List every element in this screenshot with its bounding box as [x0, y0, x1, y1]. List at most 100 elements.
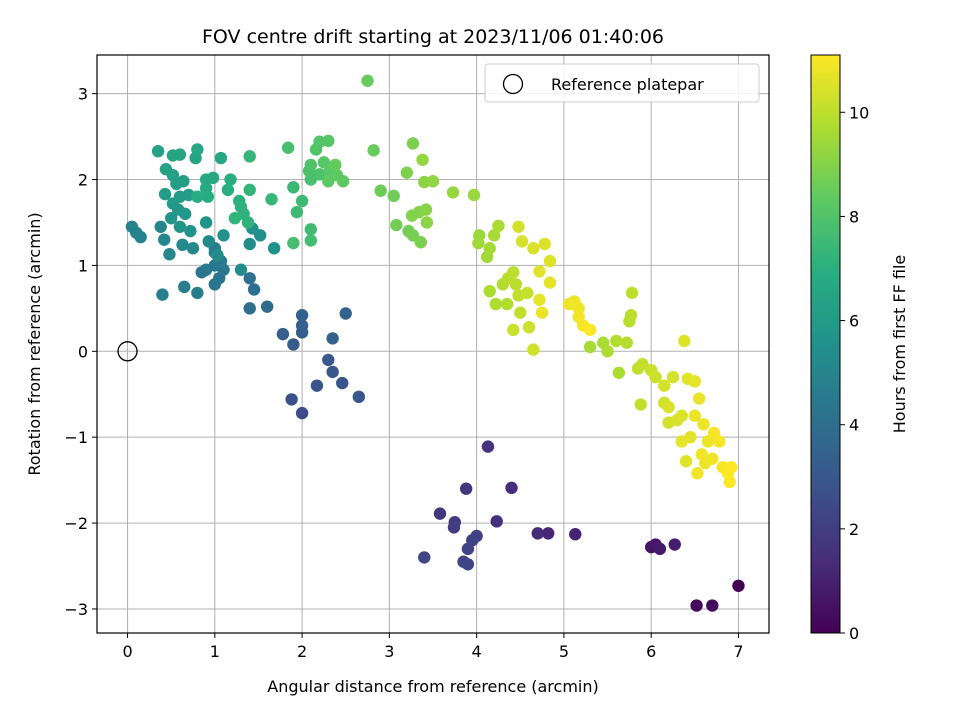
- data-point: [507, 266, 520, 279]
- data-point: [287, 236, 300, 250]
- data-point: [339, 307, 352, 320]
- data-point: [326, 365, 339, 379]
- data-point: [243, 272, 256, 285]
- data-point: [313, 168, 326, 181]
- data-point: [154, 220, 167, 233]
- colorbar-tick-label: 8: [849, 207, 859, 226]
- data-point: [507, 323, 520, 337]
- data-point: [419, 203, 433, 216]
- y-axis-label: Rotation from reference (arcmin): [25, 212, 44, 475]
- data-point: [322, 175, 335, 188]
- data-point: [732, 579, 745, 592]
- data-point: [433, 507, 447, 520]
- data-point: [287, 181, 300, 194]
- data-point: [610, 334, 623, 348]
- data-point: [426, 175, 440, 188]
- data-point: [158, 233, 171, 246]
- colorbar-gradient: [810, 54, 841, 634]
- data-point: [634, 398, 647, 411]
- data-point: [483, 242, 496, 255]
- data-point: [186, 242, 200, 255]
- data-point: [206, 171, 220, 185]
- data-point: [125, 220, 139, 233]
- data-point: [601, 345, 614, 358]
- x-axis-ticks: 0 1 2 3 4 5 6 7: [122, 633, 744, 661]
- data-point: [176, 238, 189, 252]
- data-point: [317, 156, 331, 169]
- data-point: [416, 153, 429, 166]
- data-point: [295, 194, 309, 208]
- data-point: [583, 323, 597, 337]
- x-tick-label: 0: [122, 642, 132, 661]
- x-tick-label: 5: [559, 642, 569, 661]
- data-point: [679, 455, 693, 468]
- data-point: [304, 223, 318, 236]
- data-point: [191, 143, 204, 156]
- data-point: [668, 538, 681, 551]
- legend-marker-open-circle: [502, 73, 524, 95]
- data-point: [228, 211, 242, 225]
- data-point: [538, 237, 551, 251]
- data-point: [211, 248, 224, 262]
- data-point: [224, 173, 237, 186]
- data-point: [156, 288, 169, 301]
- data-point: [420, 216, 434, 229]
- colorbar-tick-label: 10: [849, 103, 869, 122]
- data-point: [164, 211, 178, 225]
- data-point: [624, 309, 638, 322]
- data-point: [295, 319, 309, 332]
- data-point: [461, 542, 475, 556]
- data-point: [675, 409, 688, 422]
- colorbar-tick-label: 2: [849, 520, 859, 539]
- y-tick-label: 3: [78, 85, 88, 104]
- x-axis-label: Angular distance from reference (arcmin): [267, 677, 598, 696]
- data-point: [295, 406, 309, 420]
- data-point: [322, 134, 335, 148]
- data-point: [336, 376, 349, 390]
- data-point: [675, 435, 688, 448]
- data-point: [533, 293, 546, 306]
- y-tick-label: −1: [64, 428, 88, 447]
- data-point: [612, 366, 626, 379]
- data-point: [725, 461, 738, 474]
- data-point: [706, 599, 719, 612]
- data-point: [692, 392, 706, 405]
- data-point: [352, 390, 366, 404]
- x-tick-label: 7: [733, 642, 743, 661]
- data-point: [531, 527, 544, 540]
- data-point: [533, 265, 546, 278]
- data-point: [177, 175, 190, 188]
- data-point: [184, 224, 197, 238]
- data-point: [472, 236, 485, 250]
- data-point: [191, 190, 204, 203]
- y-tick-label: −2: [64, 514, 88, 533]
- x-tick-label: 2: [297, 642, 307, 661]
- data-point: [505, 481, 518, 495]
- data-point: [361, 74, 374, 87]
- data-point: [243, 302, 256, 315]
- data-point: [330, 169, 344, 182]
- x-tick-label: 3: [384, 642, 394, 661]
- data-point: [290, 205, 304, 219]
- data-point: [201, 190, 215, 203]
- data-point: [159, 163, 173, 176]
- data-point: [304, 158, 318, 172]
- data-point: [695, 448, 708, 461]
- data-point: [658, 379, 671, 392]
- data-point: [322, 353, 335, 367]
- data-point: [697, 418, 710, 431]
- y-tick-label: 1: [78, 256, 88, 275]
- data-point: [467, 188, 481, 202]
- data-point: [649, 370, 662, 384]
- data-point: [202, 235, 215, 248]
- data-point: [178, 280, 191, 294]
- data-point: [260, 300, 274, 313]
- data-point: [247, 283, 261, 296]
- data-point: [625, 286, 639, 300]
- data-point: [221, 183, 235, 197]
- data-point: [285, 393, 298, 406]
- data-point: [326, 332, 339, 345]
- data-point: [414, 236, 427, 249]
- colorbar-label: Hours from first FF file: [890, 255, 909, 434]
